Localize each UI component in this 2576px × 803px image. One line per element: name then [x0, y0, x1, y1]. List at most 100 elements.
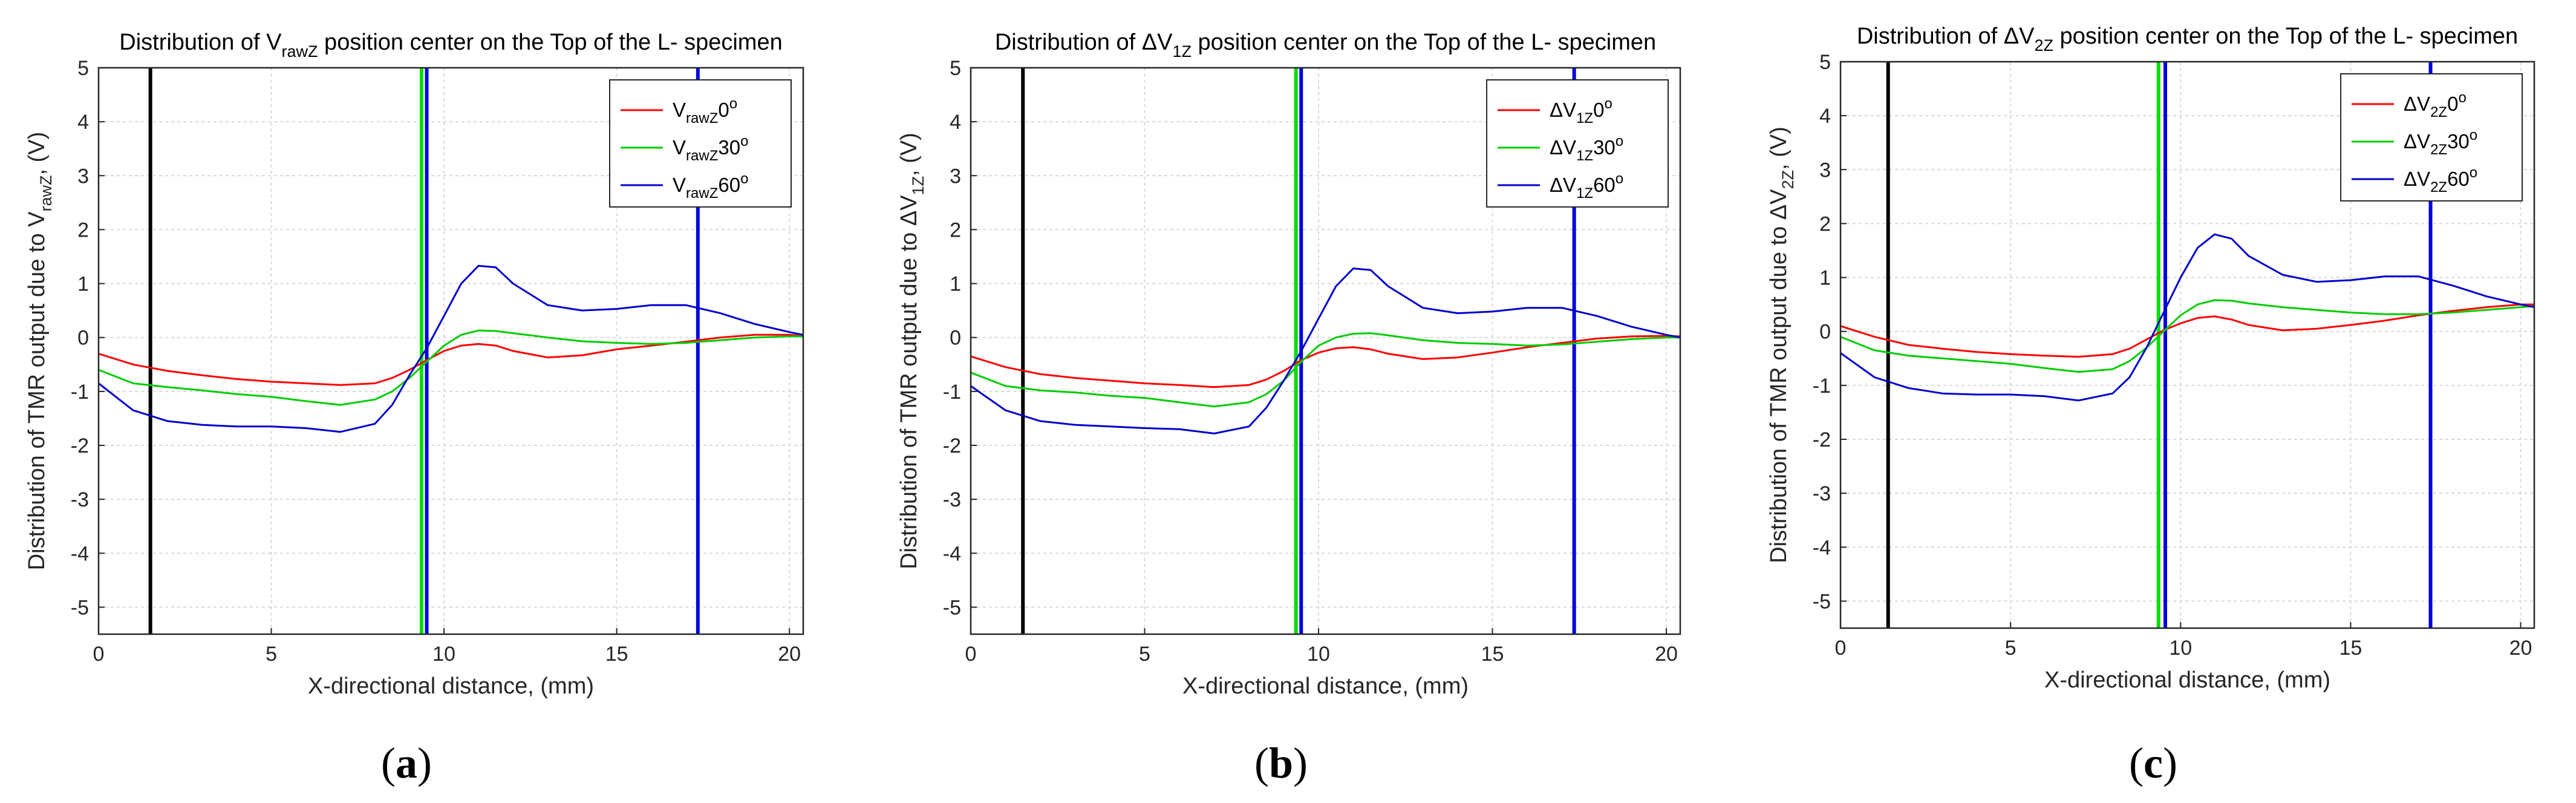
legend-subscript: 2Z — [2430, 142, 2447, 158]
caption-letter: b — [1269, 739, 1293, 787]
y-label-symbol: ΔV — [896, 195, 922, 226]
y-tick-label: 2 — [1819, 212, 1831, 235]
caption-paren: ( — [2129, 739, 2144, 787]
legend-entry: VrawZ30o — [673, 133, 748, 164]
y-tick-label: 3 — [77, 165, 89, 188]
caption-letter: a — [396, 739, 417, 787]
y-tick-label: -4 — [943, 542, 961, 565]
legend-degree: o — [2470, 127, 2477, 143]
legend-subscript: rawZ — [686, 185, 718, 202]
caption-paren: ) — [1293, 739, 1308, 787]
y-tick-label: -1 — [71, 381, 89, 404]
legend-angle: 30 — [1593, 136, 1616, 159]
y-tick-label: -2 — [71, 434, 89, 457]
axes-box — [1839, 61, 2535, 629]
y-tick-label: -4 — [1813, 536, 1831, 559]
legend-symbol: V — [673, 174, 686, 196]
y-tick-label: 4 — [1819, 105, 1831, 128]
chart-title: Distribution of ΔV1Z position center on … — [995, 30, 1656, 61]
y-label-text: , (V) — [1766, 126, 1792, 170]
y-label-symbol: V — [24, 211, 50, 227]
title-text: position center on the Top of the L- spe… — [2053, 24, 2518, 49]
y-tick-label: -1 — [1813, 375, 1831, 398]
legend-angle: 60 — [2447, 168, 2470, 190]
title-text: Distribution of — [995, 30, 1142, 55]
y-label-symbol: ΔV — [1766, 189, 1792, 220]
legend-subscript: 1Z — [1576, 185, 1593, 202]
x-axis-label: X-directional distance, (mm) — [1182, 674, 1469, 699]
series-line-0 — [1840, 303, 2534, 358]
caption-paren: ) — [417, 739, 432, 787]
title-text: position center on the Top of the L- spe… — [1192, 30, 1656, 55]
x-tick-label: 15 — [1481, 643, 1504, 666]
legend-angle: 60 — [1593, 174, 1616, 196]
x-tick-label: 20 — [778, 643, 801, 666]
legend-degree: o — [740, 133, 748, 149]
y-tick-label: 5 — [1819, 51, 1831, 74]
axes-box — [97, 67, 804, 635]
title-text: Distribution of — [119, 30, 266, 55]
y-label-subscript: rawZ — [37, 175, 55, 211]
title-symbol: ΔV — [2004, 24, 2035, 49]
y-tick-label: -4 — [71, 542, 89, 565]
panel-caption: (a) — [381, 739, 432, 787]
x-tick-label: 15 — [605, 643, 628, 666]
title-text: Distribution of — [1857, 24, 2004, 49]
y-tick-label: 2 — [950, 218, 961, 241]
y-tick-label: 1 — [950, 273, 961, 296]
legend-degree: o — [729, 96, 737, 112]
caption-paren: ) — [2163, 739, 2177, 787]
y-tick-label: -2 — [1813, 428, 1831, 451]
legend-degree: o — [2470, 165, 2477, 181]
legend-symbol: ΔV — [2404, 130, 2430, 152]
y-tick-label: 0 — [950, 327, 961, 350]
legend-entry: ΔV2Z30o — [2404, 127, 2477, 158]
x-tick-label: 0 — [1835, 637, 1847, 660]
legend-entry: VrawZ0o — [673, 96, 737, 126]
y-tick-label: -5 — [943, 596, 961, 619]
legend-symbol: ΔV — [2404, 93, 2430, 115]
title-symbol: V — [266, 30, 282, 55]
y-tick-label: -3 — [1813, 482, 1831, 505]
x-tick-label: 10 — [432, 643, 455, 666]
x-axis-label: X-directional distance, (mm) — [308, 674, 594, 699]
caption-paren: ( — [1254, 739, 1269, 787]
legend-entry: ΔV2Z0o — [2404, 90, 2467, 120]
legend-angle: 0 — [2447, 93, 2458, 115]
panel-caption: (c) — [2129, 739, 2177, 787]
series-line-1 — [98, 329, 803, 406]
legend-entry: ΔV2Z60o — [2404, 165, 2477, 195]
title-text: position center on the Top of the L- spe… — [318, 30, 783, 55]
legend-entry: ΔV1Z60o — [1550, 171, 1623, 202]
legend-angle: 0 — [1593, 99, 1604, 121]
y-tick-label: 3 — [1819, 159, 1831, 182]
legend-subscript: 2Z — [2430, 104, 2447, 120]
y-tick-label: -3 — [71, 488, 89, 511]
y-tick-label: 5 — [77, 57, 89, 80]
y-axis-label: Distribution of TMR output due to ΔV2Z, … — [1766, 126, 1797, 563]
y-axis-label: Distribution of TMR output due to ΔV1Z, … — [896, 133, 927, 569]
title-symbol: ΔV — [1142, 30, 1173, 55]
x-tick-label: 10 — [2169, 637, 2192, 660]
y-tick-label: -1 — [943, 381, 961, 404]
legend-subscript: rawZ — [686, 110, 718, 126]
legend-symbol: ΔV — [1550, 136, 1576, 159]
legend-angle: 60 — [718, 174, 740, 196]
y-label-subscript: 1Z — [909, 176, 927, 195]
title-subscript: rawZ — [282, 42, 318, 61]
x-tick-label: 20 — [1655, 643, 1678, 666]
y-tick-label: 4 — [77, 111, 89, 134]
series-line-2 — [970, 267, 1681, 434]
x-tick-label: 10 — [1307, 643, 1330, 666]
y-label-text: , (V) — [896, 133, 922, 176]
legend-angle: 30 — [2447, 130, 2470, 152]
legend-degree: o — [2458, 90, 2466, 106]
series-line-0 — [970, 335, 1681, 388]
legend-symbol: ΔV — [2404, 168, 2430, 190]
x-tick-label: 15 — [2339, 637, 2362, 660]
